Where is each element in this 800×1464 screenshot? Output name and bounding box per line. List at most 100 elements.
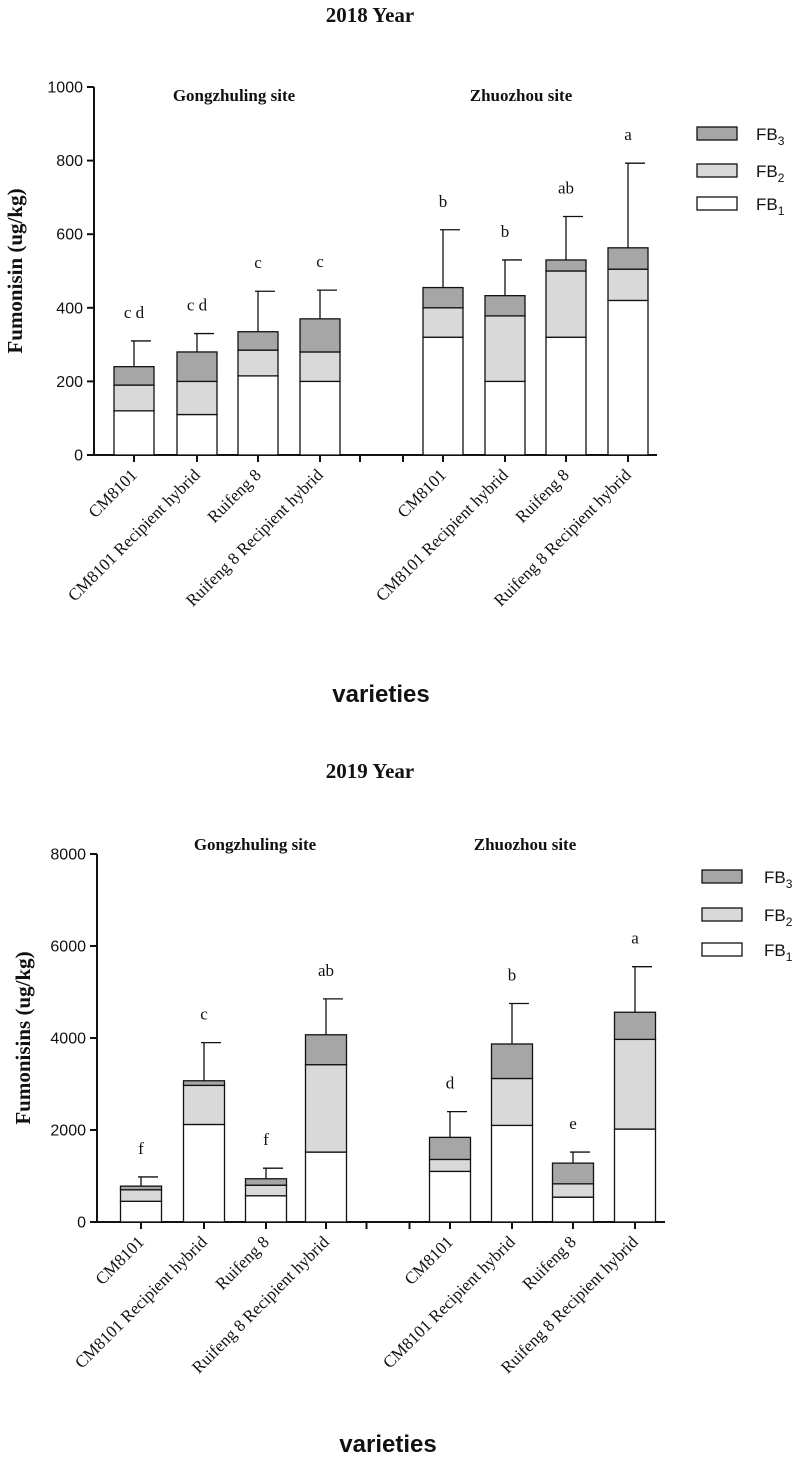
bar-fb1 (244, 1195, 288, 1223)
chart-2019-x-axis-label: varieties (339, 1431, 436, 1458)
bar-fb3 (119, 1185, 163, 1191)
y-tick-label: 800 (56, 153, 83, 170)
significance-label: e (569, 1114, 577, 1133)
bar-fb2 (490, 1077, 534, 1127)
legend-fb3-swatch (696, 126, 738, 141)
bar-fb3 (428, 1136, 472, 1161)
y-tick-label: 200 (56, 374, 83, 391)
y-tick-label: 4000 (50, 1031, 86, 1048)
legend-fb1-label: FB1 (764, 941, 793, 964)
bar-fb3 (422, 286, 464, 309)
legend-fb2-swatch (696, 163, 738, 178)
x-tick-label: CM8101 (92, 1232, 148, 1288)
significance-label: ab (318, 961, 334, 980)
bar-fb3 (484, 295, 526, 317)
legend-fb3-swatch (701, 869, 743, 884)
significance-label: f (138, 1139, 144, 1158)
y-tick-label: 8000 (50, 847, 86, 864)
bar-fb1 (422, 336, 464, 456)
bar-fb3 (545, 259, 587, 272)
bar-fb2 (237, 349, 279, 377)
bar-fb2 (607, 268, 649, 302)
x-tick-label: Ruifeng 8 (519, 1232, 580, 1293)
bar-fb3 (113, 366, 155, 386)
bar-fb2 (176, 380, 218, 416)
x-tick-label: Ruifeng 8 (512, 465, 573, 526)
legend-fb2-label: FB2 (764, 906, 793, 929)
bar-fb1 (182, 1123, 226, 1223)
bar-fb1 (299, 380, 341, 456)
legend-fb1-label: FB1 (756, 195, 785, 218)
significance-label: c d (187, 296, 208, 315)
chart-2018-legend: FB3 FB2 FB1 (696, 125, 785, 218)
chart-2019: 2019 Year Gongzhuling site Zhuozhou site… (11, 759, 793, 1458)
y-tick-label: 0 (77, 1215, 86, 1232)
y-tick-label: 600 (56, 227, 83, 244)
bar-fb2 (113, 384, 155, 412)
bar-fb3 (299, 318, 341, 353)
x-tick-label: CM8101 Recipient hybrid (64, 465, 204, 605)
bar-fb1 (176, 413, 218, 456)
bar-fb1 (607, 299, 649, 456)
bar-fb3 (607, 247, 649, 270)
bar-fb2 (304, 1064, 348, 1153)
bar-fb2 (244, 1184, 288, 1197)
y-tick-label: 400 (56, 300, 83, 317)
significance-label: c (316, 252, 324, 271)
chart-2019-legend: FB3 FB2 FB1 (701, 868, 793, 964)
bar-fb1 (113, 410, 155, 456)
significance-label: b (501, 222, 510, 241)
bar-fb1 (428, 1170, 472, 1223)
bar-fb1 (551, 1196, 595, 1223)
bar-fb2 (182, 1084, 226, 1126)
bar-fb1 (545, 336, 587, 456)
bar-fb3 (182, 1080, 226, 1087)
bar-fb1 (484, 380, 526, 456)
legend-fb3-label: FB3 (764, 868, 793, 891)
y-tick-label: 2000 (50, 1123, 86, 1140)
legend-fb1-swatch (701, 942, 743, 957)
significance-label: c (200, 1005, 208, 1024)
significance-label: a (624, 125, 632, 144)
bar-fb2 (545, 270, 587, 338)
chart-2018-title: 2018 Year (326, 3, 414, 27)
chart-2019-site-gongzhuling: Gongzhuling site (194, 835, 317, 854)
legend-fb2-swatch (701, 907, 743, 922)
bar-fb3 (551, 1162, 595, 1185)
bar-fb1 (119, 1200, 163, 1223)
chart-2018: 2018 Year Gongzhuling site Zhuozhou site… (3, 3, 785, 708)
x-tick-label: Ruifeng 8 (212, 1232, 273, 1293)
y-tick-label: 0 (74, 448, 83, 465)
x-tick-label: CM8101 (394, 465, 450, 521)
bar-fb1 (304, 1151, 348, 1223)
chart-2018-site-zhuozhou: Zhuozhou site (470, 86, 573, 105)
chart-2018-plot: 0 200 400 600 800 1000 c d CM8101 c d CM8101 Reci… (47, 80, 657, 610)
bar-fb2 (299, 351, 341, 383)
chart-2018-site-gongzhuling: Gongzhuling site (173, 86, 296, 105)
chart-2019-y-axis-label: Fumonisins (ug/kg) (11, 951, 35, 1124)
x-tick-label: Ruifeng 8 (204, 465, 265, 526)
bar-fb1 (613, 1128, 657, 1223)
y-tick-label: 1000 (47, 80, 83, 97)
bar-fb3 (237, 331, 279, 351)
bar-fb2 (422, 307, 464, 338)
significance-label: f (263, 1130, 269, 1149)
bar-fb1 (237, 375, 279, 456)
x-tick-label: CM8101 Recipient hybrid (71, 1232, 211, 1372)
bar-fb3 (244, 1178, 288, 1186)
bar-fb3 (613, 1011, 657, 1041)
chart-2019-site-zhuozhou: Zhuozhou site (474, 835, 577, 854)
significance-label: b (508, 966, 517, 985)
bar-fb3 (490, 1043, 534, 1080)
significance-label: d (446, 1074, 455, 1093)
bar-fb3 (304, 1034, 348, 1066)
significance-label: c d (124, 303, 145, 322)
x-tick-label: CM8101 (85, 465, 141, 521)
bar-fb2 (428, 1158, 472, 1173)
chart-2019-title: 2019 Year (326, 759, 414, 783)
x-tick-label: CM8101 (401, 1232, 457, 1288)
chart-2019-plot: 0 2000 4000 6000 8000 f CM8101 c CM8101 Recipien… (50, 847, 665, 1377)
bar-fb2 (484, 315, 526, 383)
significance-label: b (439, 192, 448, 211)
